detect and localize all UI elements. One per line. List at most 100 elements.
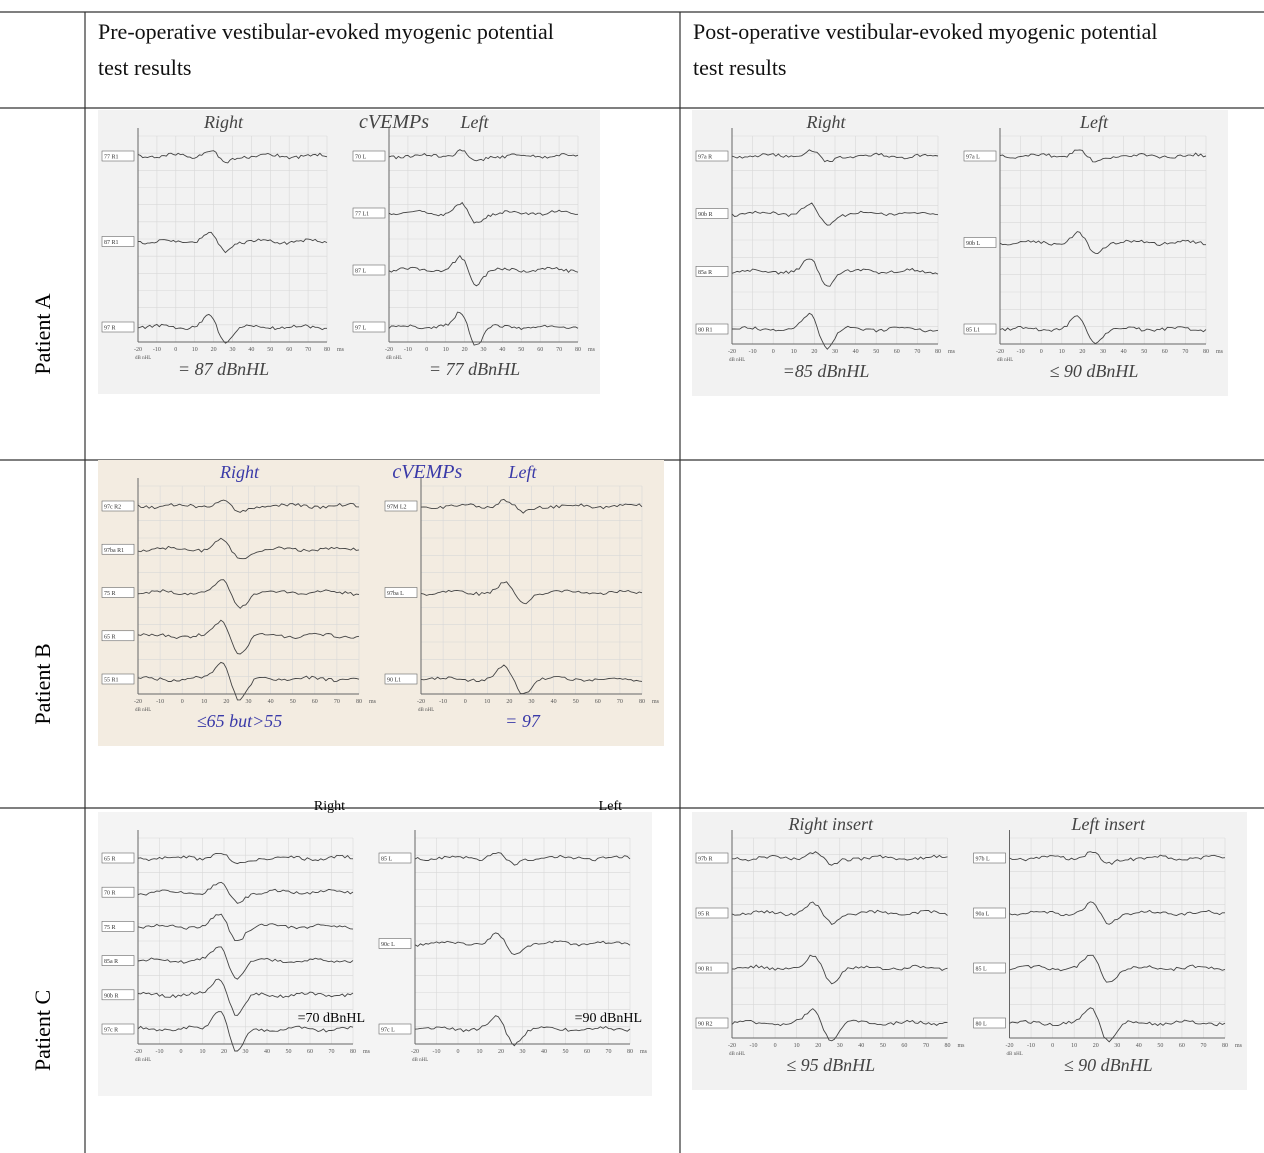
- axis-tick-label: 50: [873, 349, 879, 355]
- panel-note: =70 dBnHL: [298, 1011, 365, 1026]
- axis-tick-label: 10: [484, 699, 490, 705]
- axis-tick-label: 80: [627, 1049, 633, 1055]
- axis-tick-label: 70: [606, 1049, 612, 1055]
- trace-label: 65 R: [104, 634, 116, 640]
- axis-tick-label: 10: [794, 1043, 800, 1049]
- trace-label: 90b R: [104, 993, 119, 999]
- axis-tick-label: 20: [223, 699, 229, 705]
- axis-tick-label: 50: [290, 699, 296, 705]
- axis-tick-label: 30: [832, 349, 838, 355]
- trace-label: 97 L: [355, 326, 367, 332]
- trace-label: 75 R: [104, 591, 116, 597]
- axis-unit: ms: [948, 349, 956, 355]
- axis-tick-label: 40: [541, 1049, 547, 1055]
- axis-level: dB nHL: [412, 1058, 428, 1063]
- axis-level: dB nHL: [135, 708, 151, 713]
- page: Patient A Patient B Patient C cVEMPs -20 -10 0…: [0, 0, 1264, 1153]
- trace-label: 85a R: [698, 270, 712, 276]
- trace-label: 80 R1: [698, 328, 713, 334]
- axis-tick-label: 10: [200, 1049, 206, 1055]
- axis-tick-label: 20: [506, 699, 512, 705]
- axis-tick-label: 0: [174, 347, 177, 353]
- axis-tick-label: 0: [1051, 1043, 1054, 1049]
- panel-heading: Left insert: [1070, 814, 1146, 834]
- trace-label: 87 L: [355, 269, 367, 275]
- figure-caption: cVEMPs: [392, 461, 462, 483]
- axis-tick-label: 30: [837, 1043, 843, 1049]
- trace-label: 97b L: [976, 857, 991, 863]
- trace-label: 85 L: [381, 857, 393, 863]
- axis-tick-label: 60: [901, 1043, 907, 1049]
- axis-tick-label: 20: [498, 1049, 504, 1055]
- trace-label: 97c L: [381, 1028, 395, 1034]
- axis-tick-label: 50: [267, 347, 273, 353]
- axis-tick-label: -20: [728, 349, 736, 355]
- panel-heading: Left: [507, 462, 537, 482]
- axis-tick-label: 30: [1100, 349, 1106, 355]
- axis-tick-label: 20: [1079, 349, 1085, 355]
- trace-label: 97b R: [698, 857, 713, 863]
- axis-tick-label: 60: [1162, 349, 1168, 355]
- axis-tick-label: -10: [749, 349, 757, 355]
- panel-heading: Right: [219, 462, 260, 482]
- axis-tick-label: -20: [728, 1043, 736, 1049]
- axis-tick-label: 80: [1203, 349, 1209, 355]
- axis-tick-label: 40: [1121, 349, 1127, 355]
- axis-tick-label: 10: [1059, 349, 1065, 355]
- axis-unit: ms: [640, 1049, 648, 1055]
- axis-tick-label: 80: [356, 699, 362, 705]
- axis-tick-label: 10: [791, 349, 797, 355]
- axis-unit: ms: [588, 347, 596, 353]
- panel-note: = 87 dBnHL: [178, 359, 269, 379]
- row-label: Patient A: [30, 293, 55, 374]
- axis-tick-label: 40: [248, 347, 254, 353]
- axis-tick-label: 20: [811, 349, 817, 355]
- axis-tick-label: 10: [201, 699, 207, 705]
- axis-tick-label: 80: [350, 1049, 356, 1055]
- axis-tick-label: -10: [1017, 349, 1025, 355]
- axis-tick-label: 70: [556, 347, 562, 353]
- axis-tick-label: 50: [563, 1049, 569, 1055]
- trace-label: 85 L1: [966, 328, 980, 334]
- trace-label: 90 L1: [387, 678, 401, 684]
- trace-label: 90a L: [976, 912, 990, 918]
- axis-unit: ms: [958, 1043, 966, 1049]
- trace-label: 97 R: [104, 326, 116, 332]
- axis-tick-label: 10: [477, 1049, 483, 1055]
- trace-label: 90b R: [698, 212, 713, 218]
- axis-tick-label: -10: [439, 699, 447, 705]
- axis-tick-label: 30: [246, 699, 252, 705]
- axis-tick-label: 30: [481, 347, 487, 353]
- axis-tick-label: 0: [774, 1043, 777, 1049]
- axis-tick-label: 40: [268, 699, 274, 705]
- axis-tick-label: 80: [1222, 1043, 1228, 1049]
- trace-label: 77 R1: [104, 155, 119, 161]
- axis-unit: ms: [652, 699, 660, 705]
- axis-level: dB nHL: [1007, 1052, 1023, 1057]
- row-label: Patient B: [30, 643, 55, 724]
- axis-tick-label: 20: [221, 1049, 227, 1055]
- axis-unit: ms: [1216, 349, 1224, 355]
- axis-tick-label: 50: [1141, 349, 1147, 355]
- trace-label: 97c R2: [104, 505, 121, 511]
- panel-heading: Right: [203, 112, 244, 132]
- axis-tick-label: -10: [156, 1049, 164, 1055]
- row-label: Patient C: [30, 990, 55, 1071]
- axis-tick-label: 40: [551, 699, 557, 705]
- trace-label: 97a L: [966, 155, 980, 161]
- axis-tick-label: 30: [529, 699, 535, 705]
- axis-tick-label: 80: [935, 349, 941, 355]
- axis-tick-label: 30: [1114, 1043, 1120, 1049]
- panel-heading: Right insert: [788, 814, 874, 834]
- figure-caption: cVEMPs: [359, 111, 429, 133]
- axis-tick-label: 40: [264, 1049, 270, 1055]
- axis-tick-label: 70: [334, 699, 340, 705]
- axis-level: dB nHL: [386, 356, 402, 361]
- panel-heading: Right: [314, 799, 345, 814]
- trace-label: 87 R1: [104, 240, 119, 246]
- axis-tick-label: -20: [134, 347, 142, 353]
- header-pre: Pre-operative vestibular-evoked myogenic…: [98, 14, 578, 86]
- trace-label: 85 L: [976, 967, 988, 973]
